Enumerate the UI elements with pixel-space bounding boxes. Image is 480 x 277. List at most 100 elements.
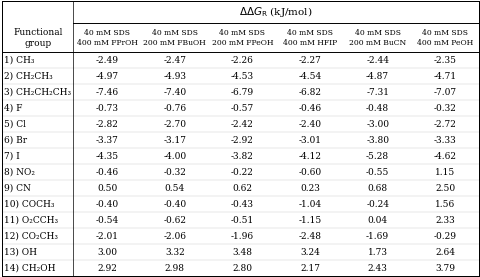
Text: 8) NO₂: 8) NO₂ [4,168,36,177]
Text: 10) COCH₃: 10) COCH₃ [4,200,55,209]
Text: -0.32: -0.32 [434,104,456,113]
Text: -1.04: -1.04 [299,200,322,209]
Text: 1.15: 1.15 [435,168,456,177]
Text: -2.92: -2.92 [231,136,254,145]
Text: -0.57: -0.57 [231,104,254,113]
Text: -0.32: -0.32 [163,168,186,177]
Text: -4.93: -4.93 [163,72,186,81]
Text: -0.60: -0.60 [299,168,322,177]
Text: -0.29: -0.29 [434,232,457,241]
Text: -2.47: -2.47 [163,56,186,65]
Text: -3.00: -3.00 [366,120,389,129]
Text: 14) CH₂OH: 14) CH₂OH [4,264,56,273]
Text: 2.64: 2.64 [435,248,455,257]
Text: -4.53: -4.53 [231,72,254,81]
Text: $\Delta\Delta G_{\rm R}$ (kJ/mol): $\Delta\Delta G_{\rm R}$ (kJ/mol) [240,5,313,19]
Text: -7.31: -7.31 [366,88,389,97]
Text: 40 mM SDS
400 mM FPrOH: 40 mM SDS 400 mM FPrOH [77,29,138,47]
Text: -0.73: -0.73 [96,104,119,113]
Text: 40 mM SDS
200 mM FPeOH: 40 mM SDS 200 mM FPeOH [212,29,273,47]
Text: -0.76: -0.76 [163,104,186,113]
Text: -3.17: -3.17 [163,136,186,145]
Text: -7.40: -7.40 [163,88,186,97]
Text: 12) CO₂CH₃: 12) CO₂CH₃ [4,232,59,241]
Text: -4.35: -4.35 [96,152,119,161]
Text: 2.98: 2.98 [165,264,185,273]
Text: -6.79: -6.79 [231,88,254,97]
Text: -1.69: -1.69 [366,232,389,241]
Text: -2.01: -2.01 [96,232,119,241]
Text: 3.00: 3.00 [97,248,117,257]
Text: 40 mM SDS
200 mM FBuOH: 40 mM SDS 200 mM FBuOH [144,29,206,47]
Text: -1.15: -1.15 [299,216,322,225]
Text: -2.27: -2.27 [299,56,322,65]
Text: -0.24: -0.24 [366,200,389,209]
Text: -4.71: -4.71 [433,72,457,81]
Text: 2.17: 2.17 [300,264,320,273]
Text: -2.48: -2.48 [299,232,322,241]
Text: -2.06: -2.06 [163,232,186,241]
Text: 40 mM SDS
400 mM PeOH: 40 mM SDS 400 mM PeOH [417,29,473,47]
Text: -2.72: -2.72 [434,120,456,129]
Text: -2.42: -2.42 [231,120,254,129]
Text: 2.33: 2.33 [435,216,455,225]
Text: -4.54: -4.54 [299,72,322,81]
Text: -4.00: -4.00 [163,152,186,161]
Text: -2.49: -2.49 [96,56,119,65]
Text: -0.40: -0.40 [96,200,119,209]
Text: -4.12: -4.12 [299,152,322,161]
Text: -0.46: -0.46 [96,168,119,177]
Text: 0.68: 0.68 [368,184,388,193]
Text: -2.40: -2.40 [299,120,322,129]
Text: -4.62: -4.62 [434,152,457,161]
Text: 0.62: 0.62 [232,184,252,193]
Text: Functional
group: Functional group [13,28,62,48]
Text: -2.26: -2.26 [231,56,254,65]
Text: -0.48: -0.48 [366,104,389,113]
Text: 3) CH₂CH₂CH₃: 3) CH₂CH₂CH₃ [4,88,72,97]
Text: 2.80: 2.80 [232,264,252,273]
Text: 13) OH: 13) OH [4,248,37,257]
Text: 0.04: 0.04 [368,216,388,225]
Text: 0.50: 0.50 [97,184,118,193]
Text: 1.73: 1.73 [368,248,388,257]
Text: 11) O₂CCH₃: 11) O₂CCH₃ [4,216,59,225]
Text: -0.62: -0.62 [163,216,186,225]
Text: 40 mM SDS
200 mM BuCN: 40 mM SDS 200 mM BuCN [349,29,406,47]
Text: 0.54: 0.54 [165,184,185,193]
Text: -3.33: -3.33 [434,136,456,145]
Text: -1.96: -1.96 [231,232,254,241]
Text: -0.55: -0.55 [366,168,389,177]
Text: -3.01: -3.01 [299,136,322,145]
Text: -4.97: -4.97 [96,72,119,81]
Text: -7.07: -7.07 [433,88,457,97]
Text: 1) CH₃: 1) CH₃ [4,56,35,65]
Text: 0.23: 0.23 [300,184,320,193]
Text: -5.28: -5.28 [366,152,389,161]
Text: -7.46: -7.46 [96,88,119,97]
Text: 5) Cl: 5) Cl [4,120,26,129]
Text: -3.37: -3.37 [96,136,119,145]
Text: 2.43: 2.43 [368,264,387,273]
Text: 3.24: 3.24 [300,248,320,257]
Text: -0.43: -0.43 [231,200,254,209]
Text: 3.32: 3.32 [165,248,185,257]
Text: -4.87: -4.87 [366,72,389,81]
Text: -6.82: -6.82 [299,88,322,97]
Text: 4) F: 4) F [4,104,23,113]
Text: 2.50: 2.50 [435,184,456,193]
Text: -0.51: -0.51 [231,216,254,225]
Text: -2.44: -2.44 [366,56,389,65]
Text: -0.22: -0.22 [231,168,254,177]
Text: -2.35: -2.35 [434,56,457,65]
Text: 6) Br: 6) Br [4,136,27,145]
Text: -0.40: -0.40 [163,200,186,209]
Text: 9) CN: 9) CN [4,184,31,193]
Text: -3.80: -3.80 [366,136,389,145]
Text: -0.46: -0.46 [299,104,322,113]
Text: -0.54: -0.54 [96,216,119,225]
Text: 40 mM SDS
400 mM HFIP: 40 mM SDS 400 mM HFIP [283,29,337,47]
Text: -3.82: -3.82 [231,152,254,161]
Text: 3.79: 3.79 [435,264,455,273]
Text: 3.48: 3.48 [232,248,252,257]
